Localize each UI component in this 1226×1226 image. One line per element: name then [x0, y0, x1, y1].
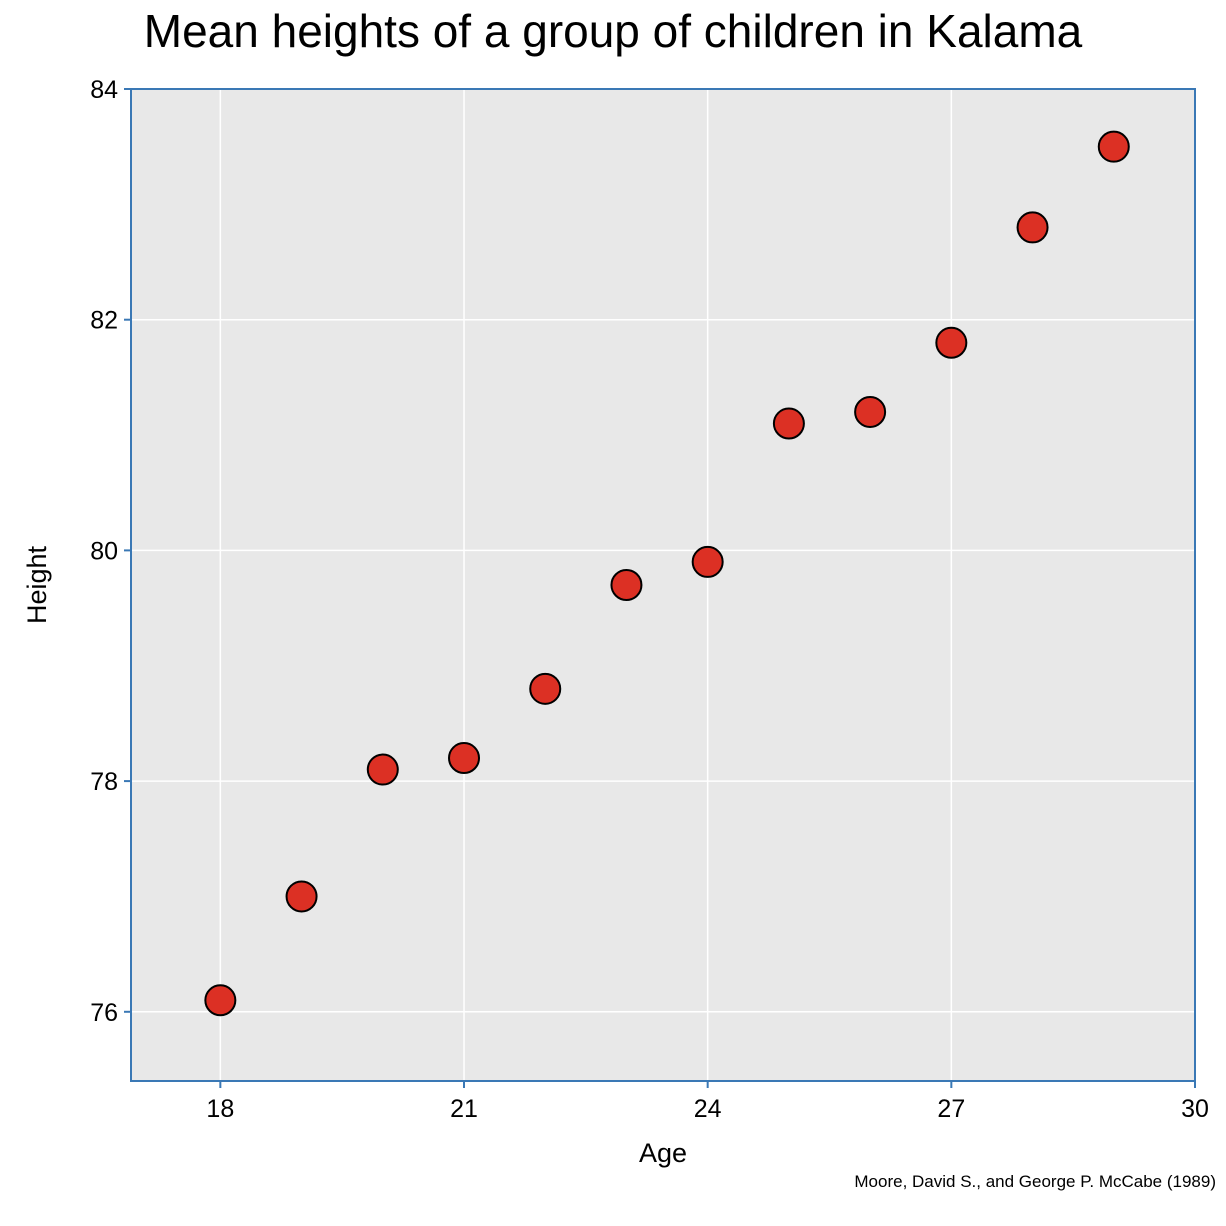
- data-point: [935, 326, 968, 359]
- data-point: [448, 742, 481, 775]
- chart-title: Mean heights of a group of children in K…: [144, 5, 1083, 57]
- data-point: [1097, 130, 1130, 163]
- y-tick-label: 76: [90, 999, 118, 1027]
- data-point: [610, 569, 643, 601]
- x-axis-label: Age: [639, 1138, 687, 1168]
- x-tick-label: 27: [937, 1095, 965, 1123]
- data-points: [204, 130, 1130, 1017]
- source-note: Moore, David S., and George P. McCabe (1…: [854, 1172, 1216, 1191]
- y-tick-label: 82: [90, 307, 118, 335]
- y-axis-label: Height: [22, 545, 52, 624]
- data-point: [1016, 211, 1049, 244]
- data-point: [854, 395, 887, 428]
- data-point: [772, 407, 805, 440]
- x-tick-label: 30: [1181, 1095, 1209, 1123]
- axes: 18 21 24 27 30 76 78 80 82 84: [90, 76, 1209, 1123]
- x-tick-label: 18: [206, 1095, 234, 1123]
- data-point: [285, 880, 318, 913]
- x-tick-label: 24: [694, 1095, 722, 1123]
- y-tick-label: 84: [90, 76, 118, 104]
- data-point: [204, 984, 237, 1017]
- x-tick-label: 21: [450, 1095, 478, 1123]
- plot-frame: [130, 88, 1196, 1082]
- data-point: [691, 545, 724, 578]
- y-tick-label: 80: [90, 537, 118, 565]
- grid-lines: [131, 89, 1195, 1081]
- y-tick-label: 78: [90, 768, 118, 796]
- data-point: [366, 753, 399, 786]
- data-point: [529, 672, 562, 705]
- plot-area: [131, 89, 1195, 1081]
